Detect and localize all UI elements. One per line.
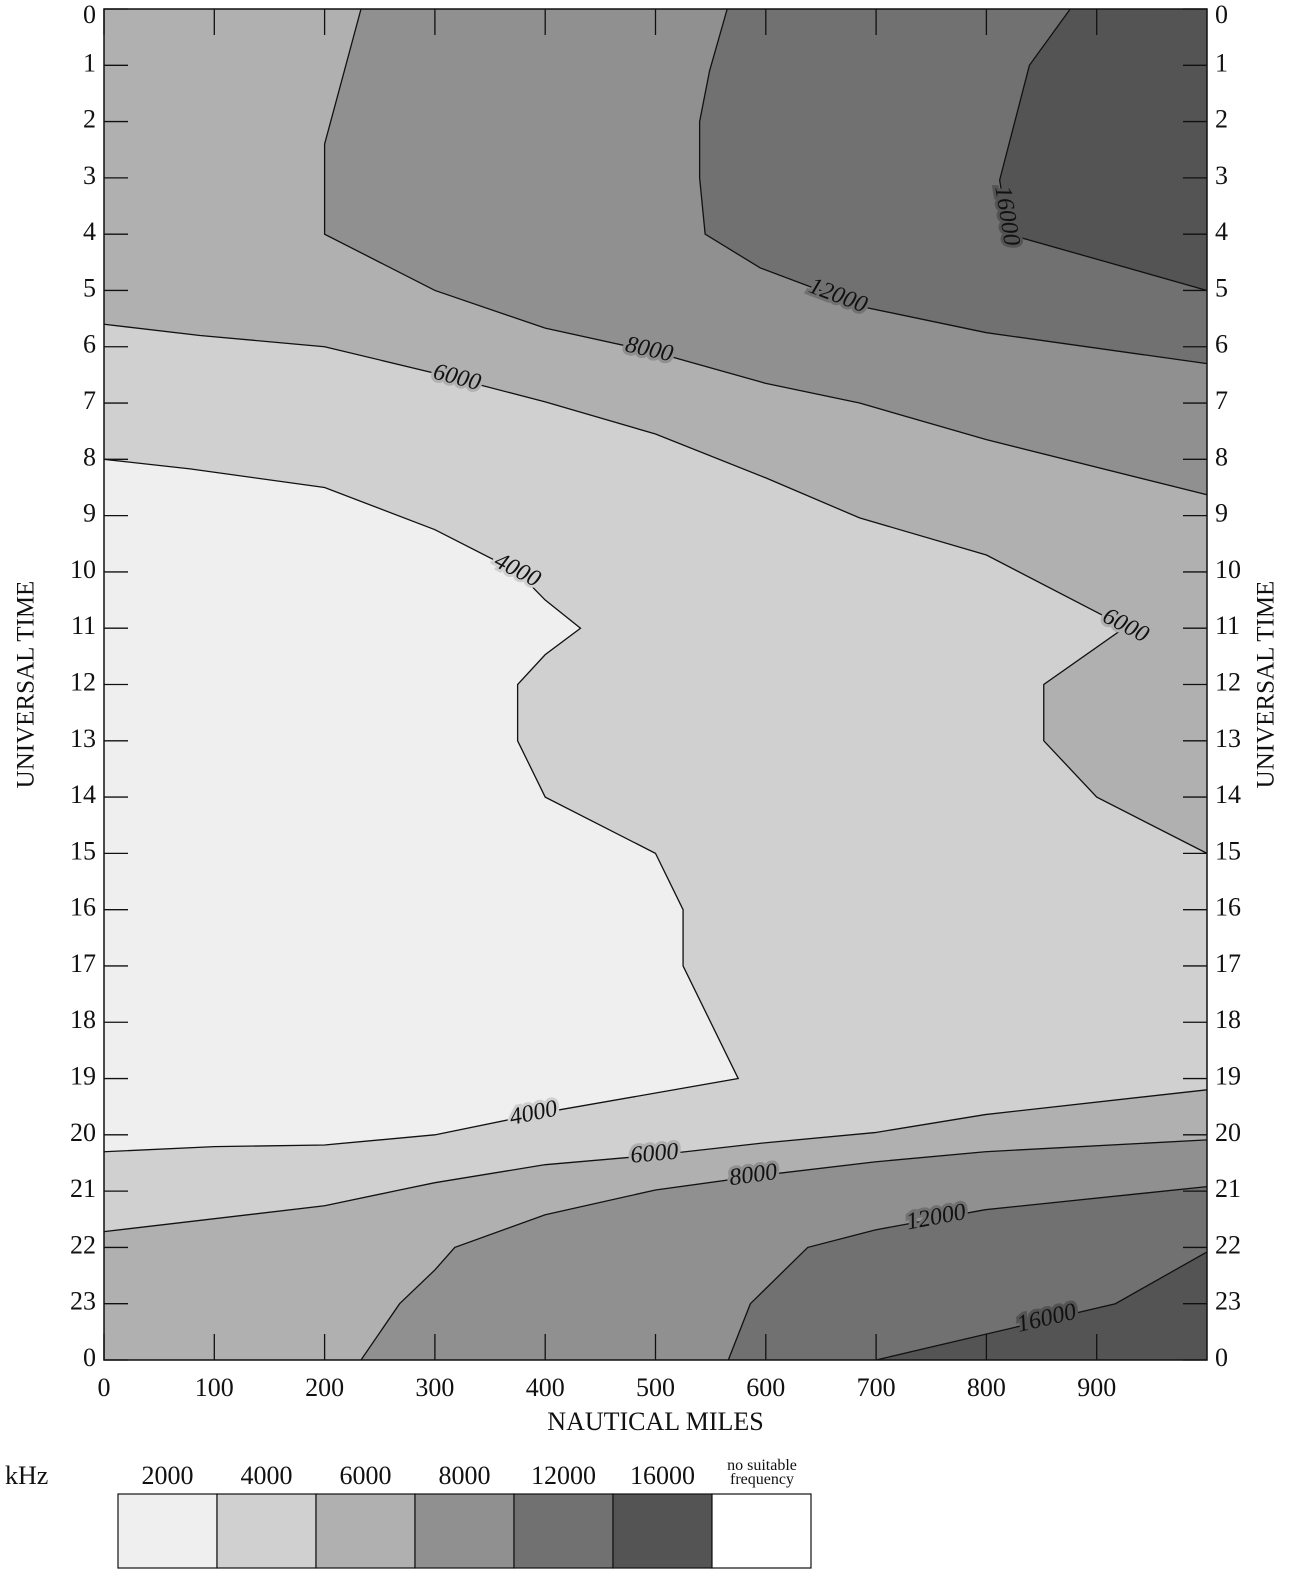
y-axis-title-right: UNIVERSAL TIME <box>1253 581 1280 789</box>
contour-line <box>360 1139 1208 1361</box>
contour-label-group: 8000 <box>725 1156 782 1194</box>
x-tick-label: 0 <box>98 1373 111 1402</box>
contour-band <box>999 9 1207 291</box>
y-tick-label-right: 0 <box>1215 0 1228 29</box>
y-tick-label-right: 13 <box>1215 724 1241 753</box>
y-tick-label: 20 <box>70 1118 96 1147</box>
y-tick-label-right: 12 <box>1215 667 1241 696</box>
contour-line <box>103 323 1208 854</box>
contour-line <box>323 8 1208 496</box>
y-tick-label-right: 3 <box>1215 161 1228 190</box>
y-tick-label-right: 20 <box>1215 1118 1241 1147</box>
x-tick-label: 600 <box>746 1373 785 1402</box>
y-tick-label: 5 <box>83 273 96 302</box>
y-tick-label-right: 7 <box>1215 386 1228 415</box>
y-tick-label: 11 <box>71 611 96 640</box>
y-tick-label: 6 <box>83 330 96 359</box>
y-tick-label-right: 21 <box>1215 1174 1241 1203</box>
x-tick-label: 900 <box>1077 1373 1116 1402</box>
y-tick-label: 15 <box>70 836 96 865</box>
y-tick-label-right: 14 <box>1215 780 1241 809</box>
y-tick-label-right: 2 <box>1215 105 1228 134</box>
contour-line <box>103 1089 1208 1233</box>
x-tick-label: 100 <box>195 1373 234 1402</box>
x-axis-title: NAUTICAL MILES <box>547 1407 763 1436</box>
legend-swatch-none <box>711 1493 812 1569</box>
legend-title: kHz <box>5 1461 48 1490</box>
y-axis-title: UNIVERSAL TIME <box>13 581 40 789</box>
y-tick-label-right: 11 <box>1215 611 1240 640</box>
y-tick-label: 23 <box>70 1287 96 1316</box>
y-tick-label: 14 <box>70 780 96 809</box>
contour-label: 6000 <box>629 1139 679 1169</box>
legend-label: 12000 <box>531 1461 596 1490</box>
y-tick-label-right: 6 <box>1215 330 1228 359</box>
y-tick-label: 17 <box>70 949 96 978</box>
legend-swatch <box>216 1493 317 1569</box>
y-tick-label-right: 17 <box>1215 949 1241 978</box>
legend-label: 6000 <box>340 1461 392 1490</box>
contour-label-group: 6000 <box>626 1136 682 1172</box>
y-tick-label-right: 16 <box>1215 893 1241 922</box>
legend-label: 8000 <box>439 1461 491 1490</box>
y-tick-label: 22 <box>70 1230 96 1259</box>
x-tick-label: 200 <box>305 1373 344 1402</box>
y-tick-label-right: 4 <box>1215 217 1228 246</box>
x-tick-label: 400 <box>526 1373 565 1402</box>
legend-label: 16000 <box>630 1461 695 1490</box>
contour-label: 8000 <box>728 1159 779 1191</box>
y-tick-label: 19 <box>70 1062 96 1091</box>
legend-swatch <box>612 1493 713 1569</box>
y-tick-label: 13 <box>70 724 96 753</box>
legend-swatch <box>513 1493 614 1569</box>
y-tick-label: 7 <box>83 386 96 415</box>
y-tick-label-right: 10 <box>1215 555 1241 584</box>
y-tick-label: 18 <box>70 1005 96 1034</box>
y-tick-label-right: 9 <box>1215 499 1228 528</box>
y-tick-label: 4 <box>83 217 96 246</box>
y-tick-label-right: 19 <box>1215 1062 1241 1091</box>
y-tick-label: 16 <box>70 893 96 922</box>
y-tick-label-right: 0 <box>1215 1343 1228 1372</box>
y-tick-label: 21 <box>70 1174 96 1203</box>
contour-line <box>998 8 1208 292</box>
x-tick-label: 300 <box>415 1373 454 1402</box>
contour-band <box>876 1251 1207 1360</box>
y-tick-label: 0 <box>83 0 96 29</box>
y-tick-label: 2 <box>83 105 96 134</box>
contour-line <box>875 1251 1208 1361</box>
x-tick-label: 500 <box>636 1373 675 1402</box>
y-tick-label: 3 <box>83 161 96 190</box>
legend-label: 4000 <box>241 1461 293 1490</box>
x-tick-label: 800 <box>967 1373 1006 1402</box>
contour-line <box>727 1185 1208 1361</box>
legend-swatch <box>117 1493 218 1569</box>
y-tick-label-right: 15 <box>1215 836 1241 865</box>
legend-swatch <box>315 1493 416 1569</box>
y-tick-label-right: 8 <box>1215 442 1228 471</box>
y-tick-label: 8 <box>83 442 96 471</box>
y-tick-label-right: 23 <box>1215 1287 1241 1316</box>
y-tick-label: 12 <box>70 667 96 696</box>
y-tick-label-right: 1 <box>1215 48 1228 77</box>
contour-line <box>698 8 1208 365</box>
legend-swatch <box>414 1493 515 1569</box>
y-tick-label: 0 <box>83 1343 96 1372</box>
legend-label: 2000 <box>142 1461 194 1490</box>
legend-none-label: no suitable frequency <box>727 1457 797 1488</box>
x-tick-label: 700 <box>857 1373 896 1402</box>
contour-line <box>103 458 740 1153</box>
y-tick-label-right: 5 <box>1215 273 1228 302</box>
y-tick-label-right: 18 <box>1215 1005 1241 1034</box>
y-tick-label: 10 <box>70 555 96 584</box>
y-tick-label: 1 <box>83 48 96 77</box>
y-tick-label: 9 <box>83 499 96 528</box>
y-tick-label-right: 22 <box>1215 1230 1241 1259</box>
